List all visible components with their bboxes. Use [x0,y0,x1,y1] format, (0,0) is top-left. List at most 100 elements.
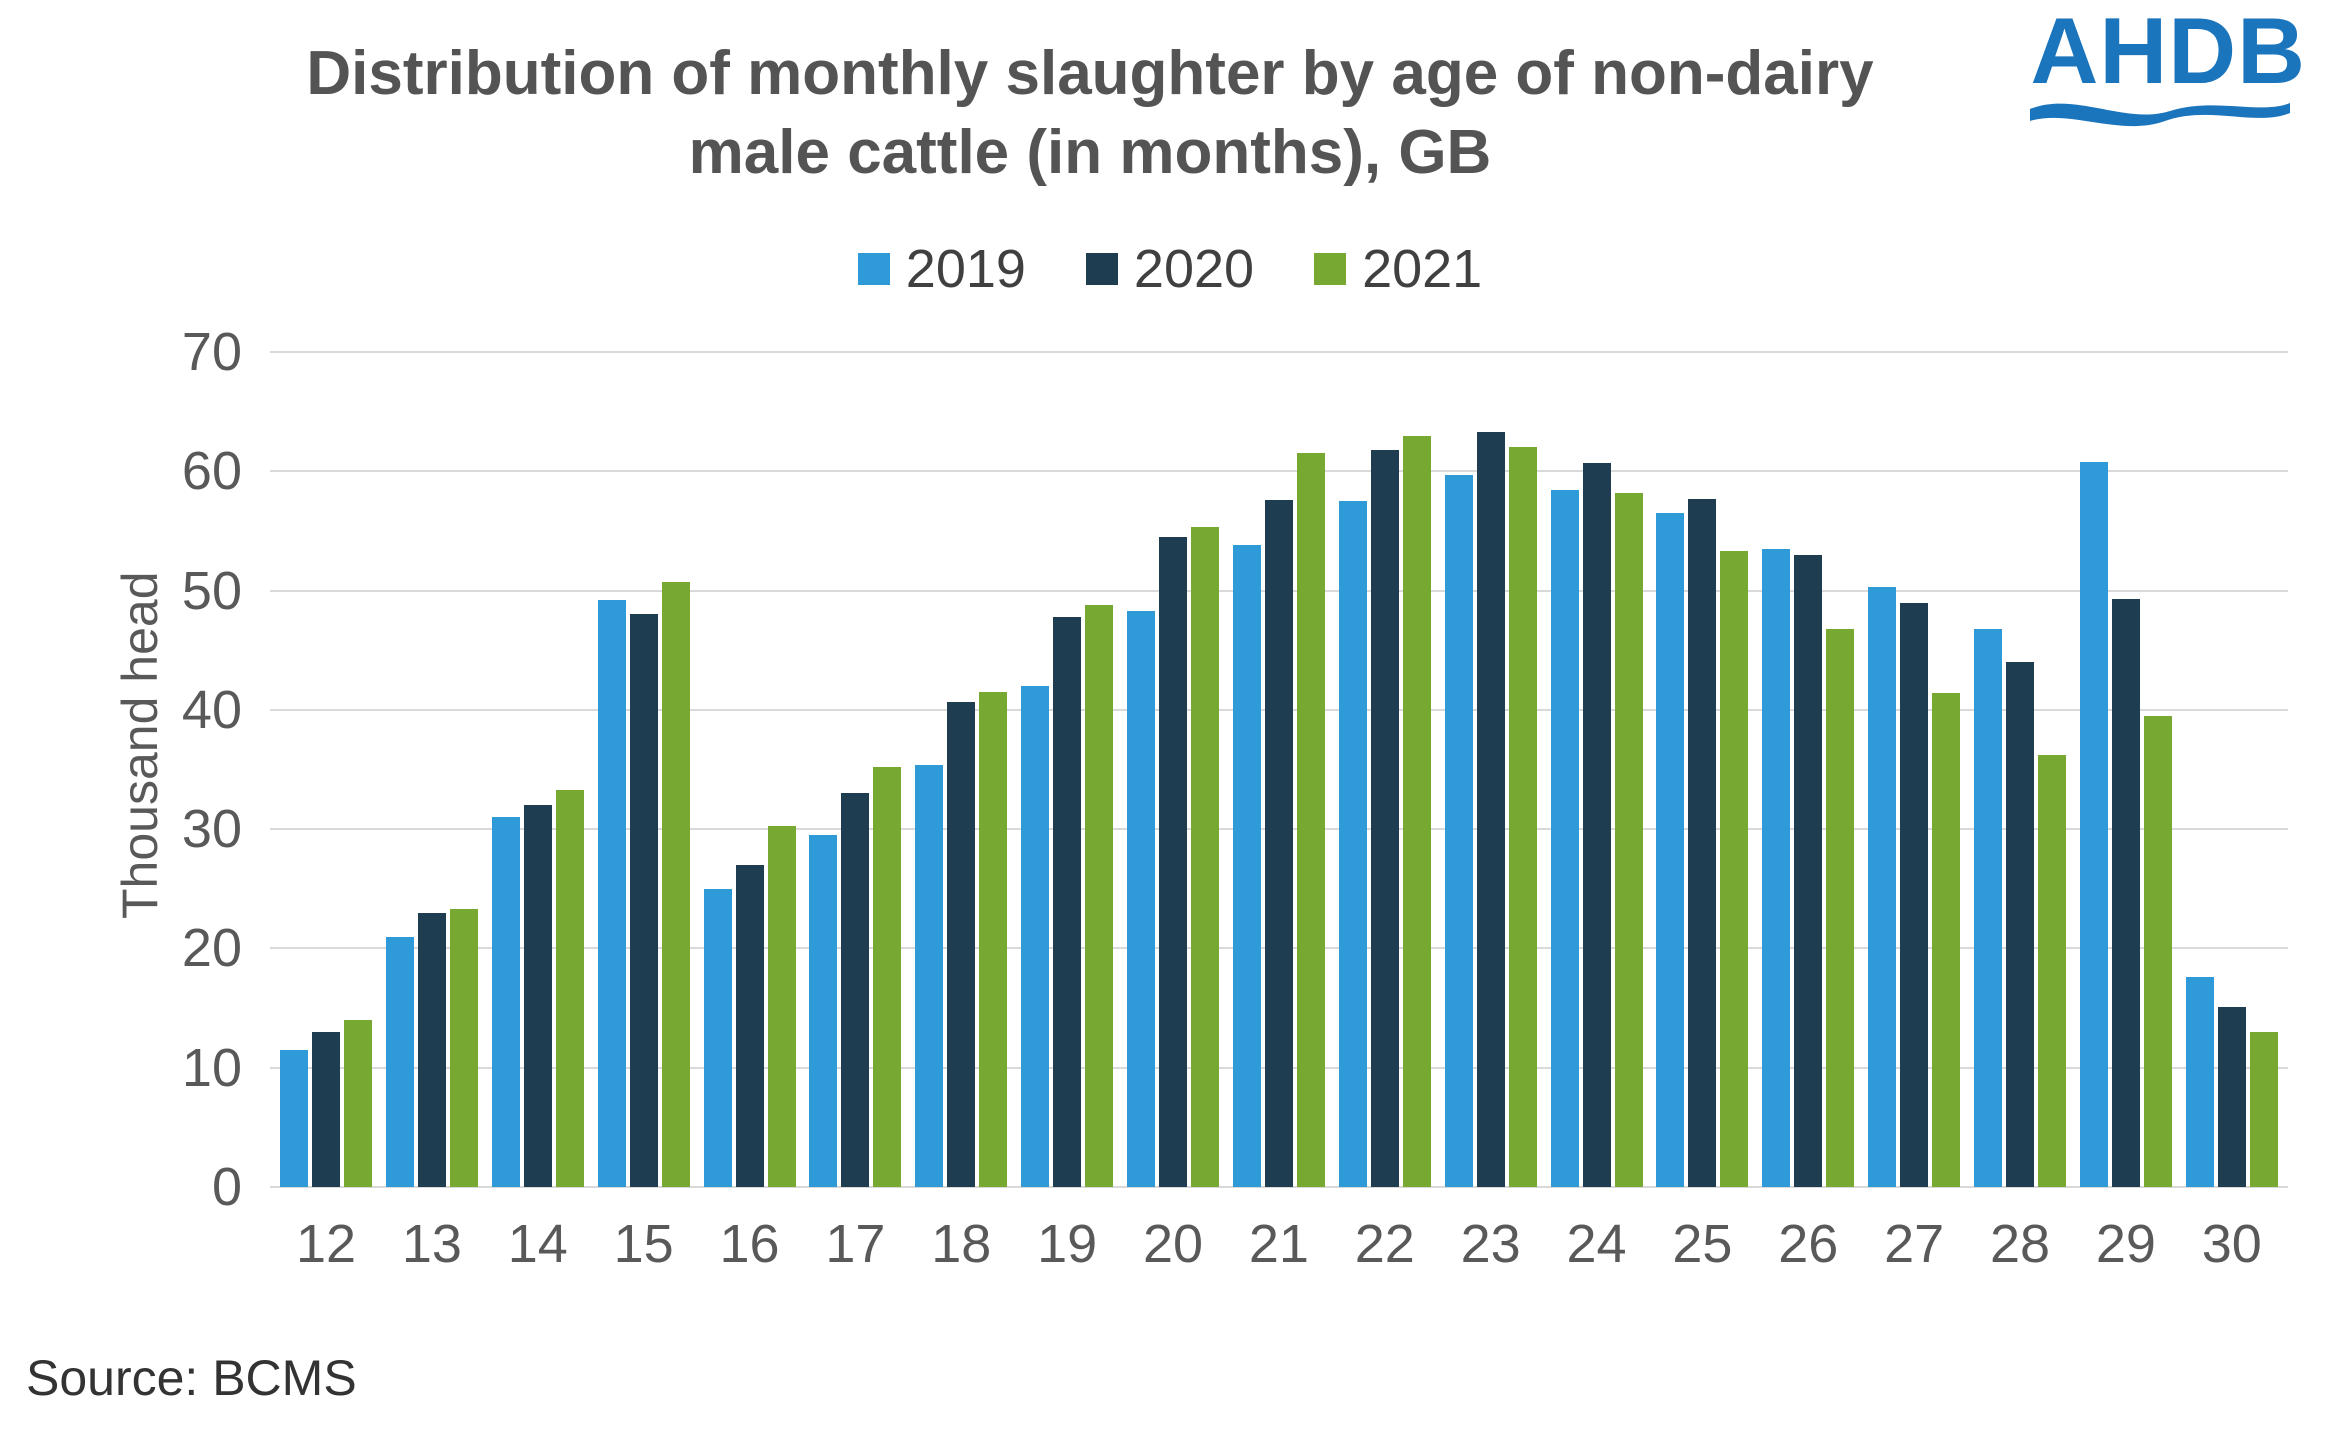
x-tick-28: 28 [1989,1214,2051,1274]
x-tick-21: 21 [1248,1214,1309,1274]
bar-group-16: 16 [703,352,796,1274]
bar-2019-age-21 [1232,545,1261,1187]
ahdb-logo-text: AHDB [2030,0,2306,103]
y-tick-0: 0 [211,1157,242,1217]
x-tick-24: 24 [1566,1214,1627,1274]
bar-2020-age-14 [523,805,552,1187]
bar-2020-age-23 [1476,431,1505,1187]
chart-title-line2: male cattle (in months), GB [688,118,1492,188]
legend-label-2021: 2021 [1362,239,1483,299]
ahdb-logo: AHDB [2030,0,2306,133]
bar-2020-age-13 [417,912,446,1187]
bar-group-28: 28 [1974,352,2066,1274]
y-tick-70: 70 [181,322,242,382]
x-tick-25: 25 [1672,1214,1733,1274]
x-tick-18: 18 [931,1214,992,1274]
bar-2021-age-13 [449,909,478,1187]
bar-2021-age-21 [1296,453,1325,1187]
bar-group-23: 23 [1444,352,1537,1274]
bar-group-14: 14 [491,352,584,1274]
bar-2020-age-19 [1053,616,1082,1187]
bar-2021-age-18 [979,691,1008,1187]
bar-2020-age-26 [1794,554,1823,1187]
y-tick-40: 40 [181,679,242,740]
bar-2021-age-23 [1508,447,1537,1187]
bar-2021-age-25 [1720,551,1749,1187]
bar-2020-age-15 [629,614,658,1187]
bar-2019-age-22 [1338,501,1367,1187]
bar-2020-age-16 [735,864,764,1187]
chart-title: Distribution of monthly slaughter by age… [170,34,2010,193]
bar-2021-age-20 [1191,527,1219,1187]
bar-2021-age-27 [1932,693,1961,1187]
bar-group-18: 18 [915,352,1008,1274]
bar-2021-age-14 [555,789,584,1187]
bar-2021-age-17 [873,767,902,1187]
bar-2021-age-12 [344,1020,372,1187]
y-tick-30: 30 [181,799,242,860]
bar-group-19: 19 [1021,352,1114,1274]
legend-item-2021: 2021 [1314,238,1482,300]
bar-2019-age-15 [597,600,626,1187]
bar-2020-age-12 [312,1031,340,1187]
bar-group-30: 30 [2185,352,2278,1274]
bar-2020-age-28 [2006,662,2034,1187]
bar-2019-age-29 [2079,461,2108,1187]
x-tick-29: 29 [2095,1214,2156,1274]
bar-2021-age-19 [1085,604,1114,1187]
y-tick-10: 10 [181,1037,242,1098]
x-tick-14: 14 [507,1214,568,1274]
bar-2019-age-27 [1868,587,1897,1187]
x-tick-19: 19 [1037,1214,1098,1274]
bar-2020-age-22 [1370,449,1399,1187]
legend-item-2020: 2020 [1085,238,1254,300]
bar-2019-age-23 [1444,474,1473,1187]
legend: 2019 2020 2021 [0,238,2340,300]
bar-2019-age-28 [1974,628,2002,1187]
bar-group-13: 13 [385,352,478,1274]
bar-2019-age-26 [1762,548,1791,1187]
y-tick-20: 20 [181,918,242,979]
bar-2021-age-28 [2038,755,2066,1187]
bar-group-25: 25 [1656,352,1749,1274]
bar-2019-age-30 [2185,977,2214,1187]
x-tick-16: 16 [719,1214,780,1274]
legend-swatch-2020 [1085,253,1118,285]
legend-swatch-2019 [857,253,890,285]
bar-group-12: 12 [280,352,372,1274]
y-axis-label: Thousand head [112,571,168,919]
bar-2019-age-17 [809,835,838,1187]
bar-2020-age-30 [2217,1006,2246,1187]
bar-2020-age-27 [1900,602,1929,1187]
bar-2019-age-19 [1021,686,1050,1187]
bar-2020-age-24 [1582,462,1611,1187]
bar-group-20: 20 [1127,352,1219,1274]
x-tick-15: 15 [613,1214,674,1274]
legend-label-2019: 2019 [905,239,1026,299]
bar-2021-age-26 [1826,628,1855,1187]
x-tick-22: 22 [1354,1214,1415,1274]
bar-2019-age-14 [491,817,520,1187]
bar-2021-age-15 [661,582,690,1187]
bar-group-17: 17 [809,352,902,1274]
source-label: Source: BCMS [26,1350,357,1406]
gridline-60 [270,470,2288,473]
bar-2021-age-24 [1614,492,1643,1187]
x-tick-20: 20 [1142,1214,1204,1274]
y-tick-60: 60 [181,441,242,502]
chart-title-line1: Distribution of monthly slaughter by age… [306,39,1874,108]
gridline-70 [270,351,2288,353]
bar-2020-age-29 [2111,598,2140,1187]
bar-2019-age-16 [703,888,732,1187]
gridline-0 [270,1186,2288,1188]
bar-group-29: 29 [2079,352,2172,1274]
x-tick-12: 12 [295,1214,357,1274]
plot-area: 12 13 14 15 16 17 18 19 20 21 22 23 24 25 26 27 28 29 30 0… [182,325,2288,1274]
bar-2019-age-13 [385,936,414,1187]
x-tick-27: 27 [1884,1214,1945,1274]
bar-2020-age-20 [1159,536,1187,1187]
bar-2019-age-12 [280,1049,308,1187]
bar-2021-age-29 [2143,715,2172,1187]
bar-2021-age-22 [1402,435,1431,1187]
